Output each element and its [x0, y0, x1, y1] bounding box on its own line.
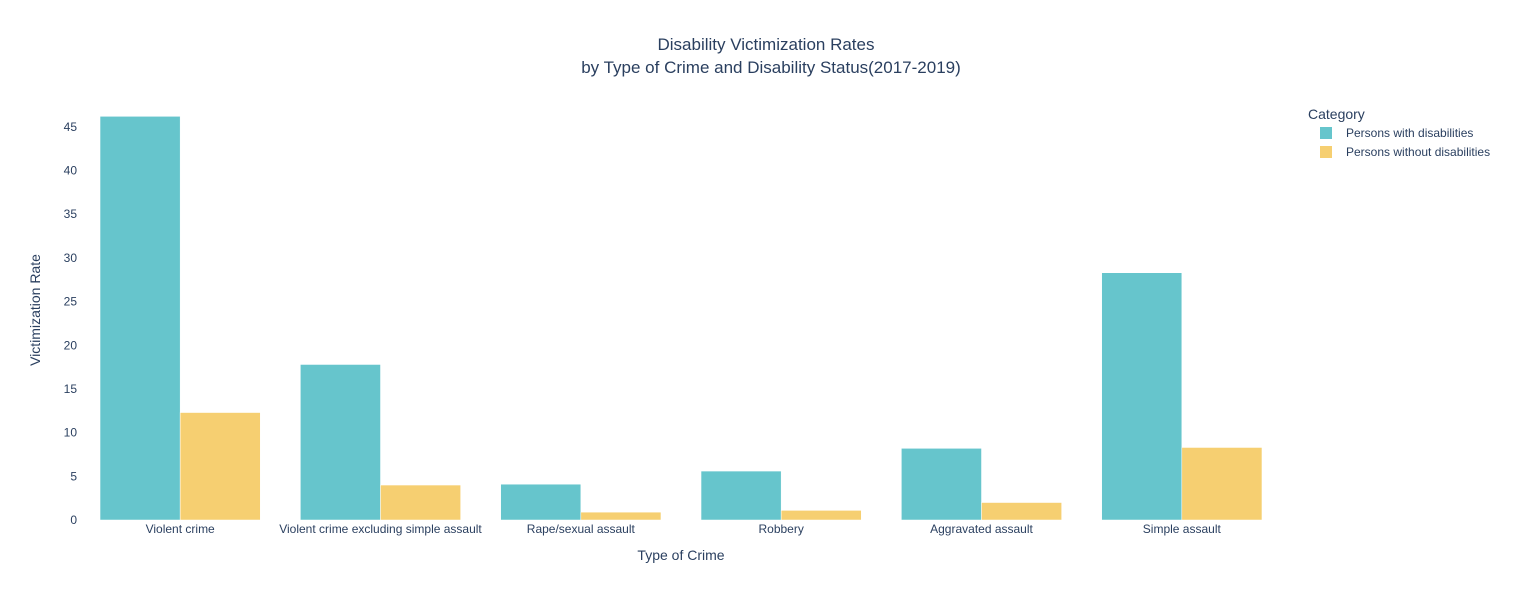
- legend-label-with-disabilities[interactable]: Persons with disabilities: [1346, 126, 1473, 140]
- bar-without-disabilities-5: [1181, 447, 1263, 521]
- y-tick-label: 15: [64, 382, 78, 396]
- x-axis: Violent crime Violent crime excluding sim…: [146, 522, 1222, 536]
- legend: Category Persons with disabilitiesPerson…: [1308, 106, 1490, 159]
- y-tick-label: 25: [64, 295, 78, 309]
- y-tick-label: 30: [64, 251, 78, 265]
- bar-without-disabilities-4: [981, 502, 1062, 521]
- legend-title: Category: [1308, 106, 1365, 122]
- legend-swatch-without-disabilities[interactable]: [1320, 146, 1332, 158]
- x-tick-label: Simple assault: [1143, 522, 1222, 536]
- bar-with-disabilities-0: [99, 116, 181, 521]
- y-axis: 0 5 10 15 20 25 30 35 40 45: [64, 120, 78, 527]
- legend-label-without-disabilities[interactable]: Persons without disabilities: [1346, 145, 1490, 159]
- bar-with-disabilities-5: [1101, 272, 1183, 521]
- x-tick-label: Violent crime: [146, 522, 215, 536]
- y-tick-label: 45: [64, 120, 78, 134]
- legend-items: Persons with disabilities Persons without…: [1320, 126, 1490, 159]
- chart-title-line-2: by Type of Crime and Disability Status(2…: [581, 58, 961, 77]
- y-tick-label: 5: [70, 469, 77, 483]
- y-axis-title: Victimization Rate: [27, 254, 43, 366]
- bar-without-disabilities-3: [780, 510, 862, 521]
- chart-title: Disability Victimization Rates by Type o…: [581, 35, 961, 77]
- bar-without-disabilities-2: [580, 511, 662, 521]
- plot-area: [99, 116, 1263, 521]
- y-tick-label: 20: [64, 338, 78, 352]
- bar-with-disabilities-4: [901, 448, 982, 521]
- bar-without-disabilities-0: [179, 412, 261, 521]
- y-tick-label: 40: [64, 164, 78, 178]
- bar-with-disabilities-1: [300, 364, 381, 521]
- y-tick-label: 35: [64, 207, 78, 221]
- x-axis-title: Type of Crime: [637, 547, 724, 563]
- x-tick-label: Rape/sexual assault: [527, 522, 636, 536]
- bar-with-disabilities-3: [700, 470, 782, 521]
- legend-swatch-with-disabilities[interactable]: [1320, 127, 1332, 139]
- bar-without-disabilities-1: [380, 484, 461, 521]
- x-tick-label: Robbery: [758, 522, 803, 536]
- bar-with-disabilities-2: [500, 483, 582, 521]
- y-tick-label: 10: [64, 426, 78, 440]
- x-tick-label: Violent crime excluding simple assault: [279, 522, 482, 536]
- y-tick-label: 0: [70, 513, 77, 527]
- chart-title-line-1: Disability Victimization Rates: [658, 35, 875, 54]
- x-tick-label: Aggravated assault: [930, 522, 1033, 536]
